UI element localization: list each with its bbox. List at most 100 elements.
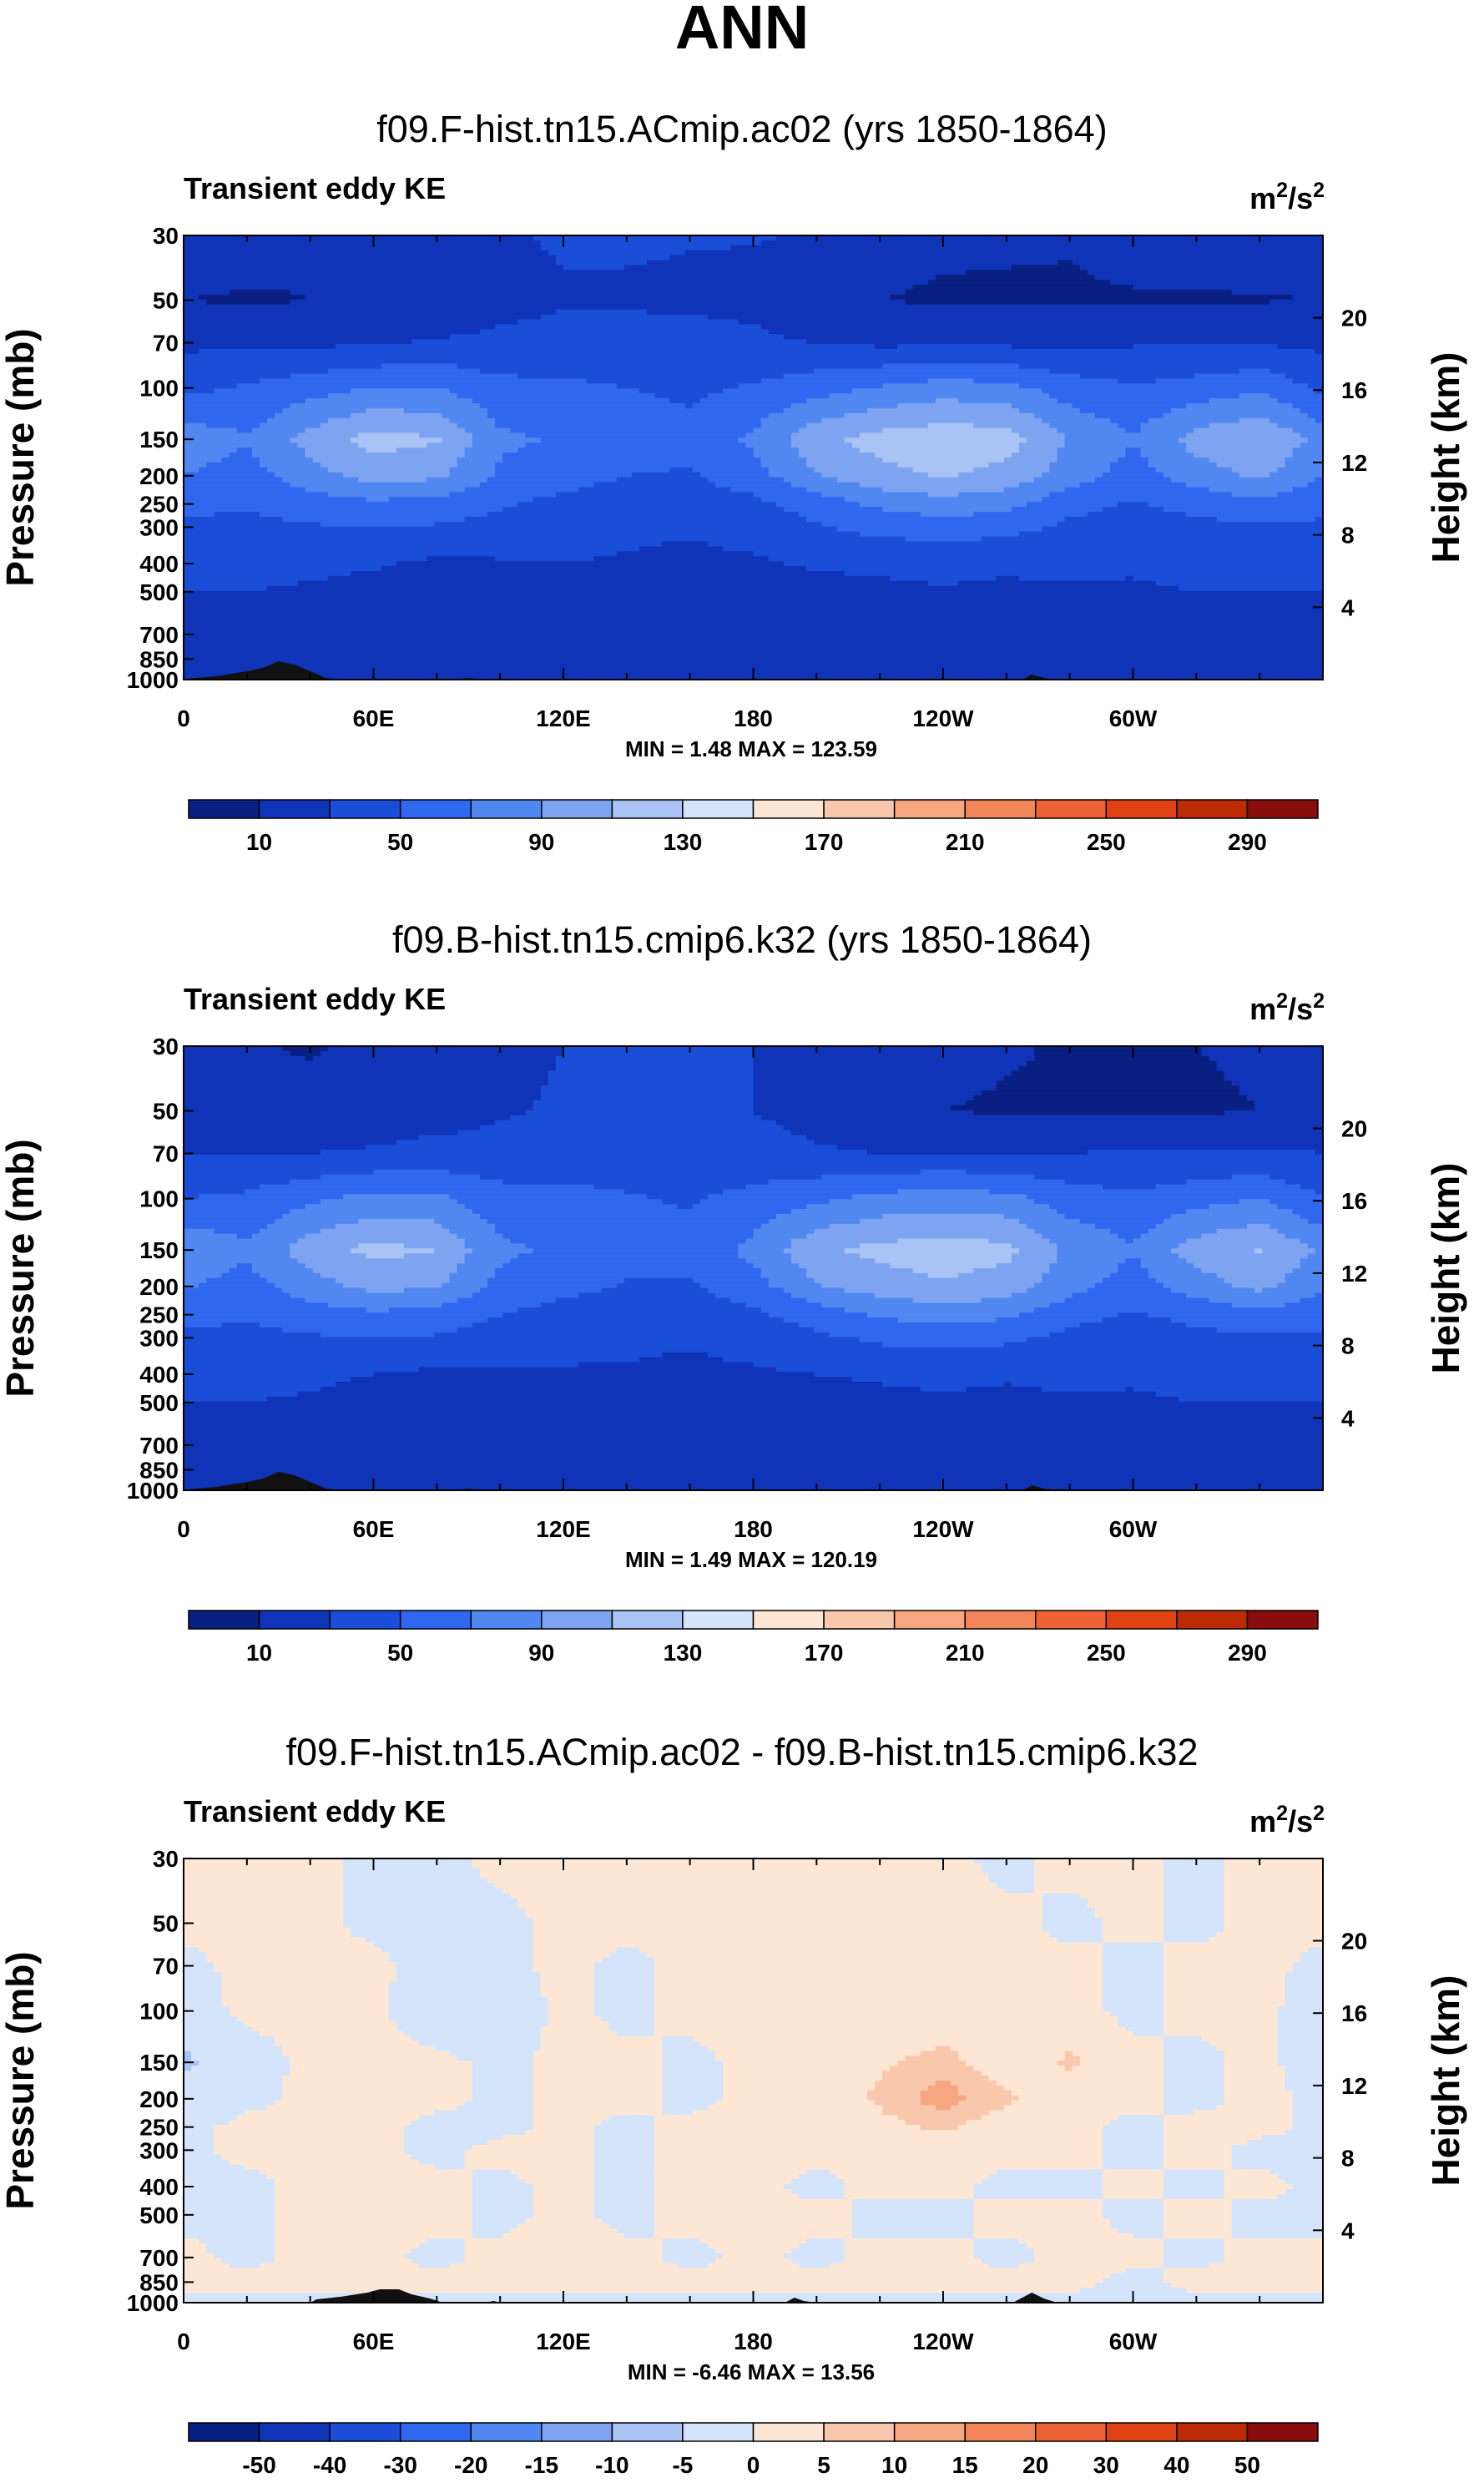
contour-cell (275, 2035, 412, 2042)
contour-cell (1269, 393, 1323, 399)
contour-cell (647, 1194, 709, 1200)
contour-cell (859, 1253, 1012, 1259)
contour-cell (920, 2125, 959, 2131)
contour-cell (958, 2125, 1103, 2131)
contour-cell (290, 1292, 473, 1299)
contour-cell (791, 2258, 845, 2264)
contour-cell (935, 2105, 951, 2111)
contour-cell (184, 1080, 549, 1086)
contour-cell (973, 1095, 1248, 1101)
contour-cell (768, 412, 845, 419)
contour-cell (206, 1952, 390, 1958)
colorbar-box (1035, 1610, 1108, 1630)
contour-cell (1277, 467, 1323, 473)
contour-cell (1224, 1878, 1323, 1884)
colorbar-box (188, 2422, 260, 2442)
contour-cell (320, 1050, 564, 1057)
contour-cell (1194, 427, 1294, 434)
contour-cell (715, 2051, 921, 2057)
contour-cell (396, 448, 466, 453)
contour-cell (1292, 427, 1323, 434)
contour-cell (768, 1179, 1066, 1186)
contour-cell (768, 1218, 861, 1225)
contour-cell (981, 1868, 1035, 1874)
contour-cell (540, 1971, 594, 1978)
contour-cell (199, 467, 268, 473)
contour-cell (1224, 1075, 1323, 1081)
units-label: m2/s2 (1249, 179, 1325, 215)
contour-cell (184, 1908, 344, 1914)
contour-cell (1292, 487, 1323, 493)
contour-cell (184, 1888, 344, 1894)
topography-mask (184, 2289, 1323, 2303)
contour-cell (1133, 285, 1323, 291)
contour-cell (821, 472, 929, 478)
contour-cell (184, 1942, 375, 1948)
contour-cell (654, 2125, 921, 2131)
contour-cell (699, 398, 807, 404)
contour-cell (221, 1272, 260, 1279)
contour-cell (775, 1120, 1323, 1126)
contour-cell (236, 1263, 253, 1269)
contour-cell (1103, 1996, 1164, 2003)
contour-cell (1224, 1868, 1323, 1874)
contour-cell (184, 2213, 275, 2220)
contour-cell (525, 1243, 739, 1249)
contour-cell (184, 1465, 1323, 1471)
contour-cell (502, 2135, 594, 2141)
contour-cell (290, 402, 481, 409)
contour-cell (829, 1332, 1050, 1338)
contour-cell (806, 566, 1323, 572)
contour-cell (1034, 1174, 1233, 1181)
contour-cell (692, 2035, 1164, 2042)
contour-cell (867, 2095, 921, 2101)
contour-cell (1224, 2095, 1294, 2101)
contour-cell (1292, 1209, 1323, 1215)
contour-cell (1125, 2268, 1164, 2274)
contour-cell (966, 2061, 1058, 2066)
contour-cell (1103, 507, 1164, 513)
contour-cell (1072, 402, 1187, 409)
contour-cell (996, 1085, 1240, 1091)
contour-cell (236, 1233, 253, 1240)
contour-cell (806, 398, 936, 404)
y-tick-label: 1000 (127, 667, 179, 693)
contour-cell (669, 467, 694, 473)
contour-cell (639, 1947, 1103, 1953)
contour-cell (927, 280, 1111, 286)
contour-cell (327, 368, 481, 375)
contour-cell (1163, 507, 1323, 513)
contour-cell (366, 497, 390, 503)
y2-tick-label: 8 (1341, 2146, 1355, 2172)
contour-cell (1231, 2154, 1323, 2161)
contour-cell (184, 319, 518, 325)
colorbar-box (188, 799, 260, 819)
contour-cell (229, 453, 253, 458)
contour-cell (723, 2071, 883, 2076)
contour-cell (760, 1223, 830, 1230)
x-tick-label: 60E (353, 705, 395, 731)
contour-cell (1148, 1228, 1218, 1235)
contour-cell (1057, 448, 1126, 453)
contour-cell (305, 294, 891, 301)
contour-cell (184, 2233, 275, 2239)
contour-cell (1042, 1917, 1103, 1924)
contour-cell (442, 1223, 496, 1230)
y-tick-label: 30 (153, 223, 179, 249)
contour-cell (206, 462, 260, 468)
colorbar-label: 50 (1234, 2452, 1260, 2478)
contour-cell (753, 1080, 997, 1086)
contour-cell (403, 2135, 503, 2141)
colorbar-label: 20 (1022, 2452, 1048, 2478)
y-tick-label: 70 (153, 1141, 179, 1167)
colorbar-box (399, 1610, 472, 1630)
contour-cell (251, 1233, 306, 1240)
colorbar-label: -5 (672, 2452, 693, 2478)
contour-cell (184, 1189, 245, 1195)
contour-cell (184, 1362, 579, 1368)
contour-cell (647, 260, 1058, 266)
colorbar-box (329, 1610, 401, 1630)
contour-cell (677, 2263, 709, 2269)
contour-cell (1262, 1287, 1323, 1294)
contour-cell (973, 2213, 1103, 2220)
